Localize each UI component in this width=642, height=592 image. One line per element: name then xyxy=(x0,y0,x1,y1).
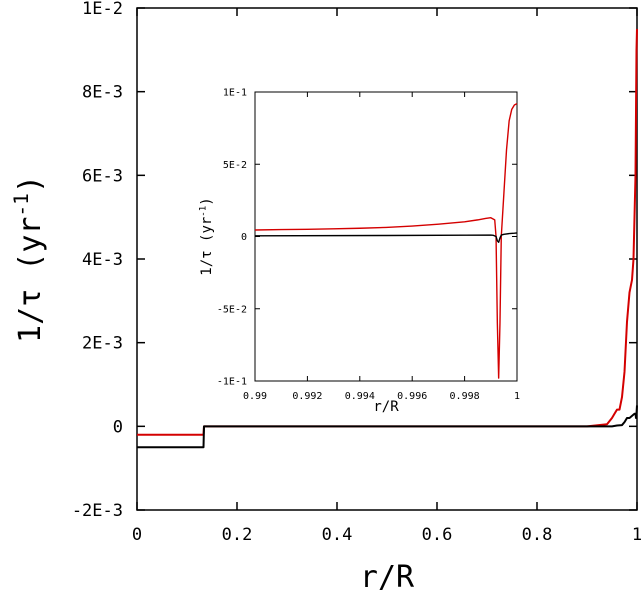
inset-series-black-line xyxy=(254,232,518,243)
inset-y-tick-label: 1E-1 xyxy=(223,88,247,99)
main-y-tick-label: 0 xyxy=(113,417,123,437)
main-y-tick-label: 8E-3 xyxy=(82,83,123,103)
main-chart: 0 0.2 0.4 0.6 0.8 1 -2E-3 0 2E-3 4E-3 6E-3 8E-3 1E-2… xyxy=(10,0,642,592)
inset-y-tick-label: -5E-2 xyxy=(217,304,247,315)
main-y-axis-label-main: 1/τ (yr xyxy=(13,217,48,343)
main-y-tick-label: 4E-3 xyxy=(82,250,123,270)
main-y-axis-label-exp: -1 xyxy=(10,193,33,216)
main-x-axis-label: r/R xyxy=(360,560,415,592)
inset-y-tick-label: 0 xyxy=(241,232,247,243)
main-y-tick-label: 2E-3 xyxy=(82,334,123,354)
main-y-tick-label: 1E-2 xyxy=(82,0,123,19)
inset-x-tick-label: 0.996 xyxy=(397,391,427,402)
main-y-tick-label: -2E-3 xyxy=(72,501,123,521)
main-x-tick-label: 1 xyxy=(632,525,642,545)
main-x-tick-label: 0.6 xyxy=(422,525,453,545)
inset-y-axis-label-main: 1/τ (yr xyxy=(199,217,215,276)
main-x-tick-label: 0.2 xyxy=(222,525,253,545)
inset-x-tick-label: 1 xyxy=(514,391,520,402)
inset-series-red-line xyxy=(254,102,518,379)
inset-x-tick-label: 0.99 xyxy=(243,391,267,402)
inset-y-axis-label-exp: -1 xyxy=(198,206,208,217)
inset-x-axis-label: r/R xyxy=(373,399,399,415)
main-x-tick-label: 0.4 xyxy=(322,525,353,545)
inset-x-tick-label: 0.994 xyxy=(345,391,375,402)
inset-y-axis-label: 1/τ (yr-1) xyxy=(198,197,215,275)
main-y-axis-label-close: ) xyxy=(13,175,48,193)
inset-chart: 0.99 0.992 0.994 0.996 0.998 1 -1E-1 -5E-2 0 5E-2… xyxy=(198,88,520,416)
main-x-tick-label: 0.8 xyxy=(522,525,553,545)
inset-x-tick-label: 0.992 xyxy=(292,391,322,402)
inset-background xyxy=(255,92,519,383)
inset-y-axis-label-close: ) xyxy=(199,197,215,205)
main-y-tick-label: 6E-3 xyxy=(82,166,123,186)
main-series-black-line xyxy=(137,405,638,449)
inset-x-tick-label: 0.998 xyxy=(450,391,480,402)
main-x-tick-label: 0 xyxy=(132,525,142,545)
inset-y-tick-label: 5E-2 xyxy=(223,160,247,171)
main-y-axis-label: 1/τ (yr-1) xyxy=(10,175,48,343)
inset-y-tick-label: -1E-1 xyxy=(217,377,247,388)
